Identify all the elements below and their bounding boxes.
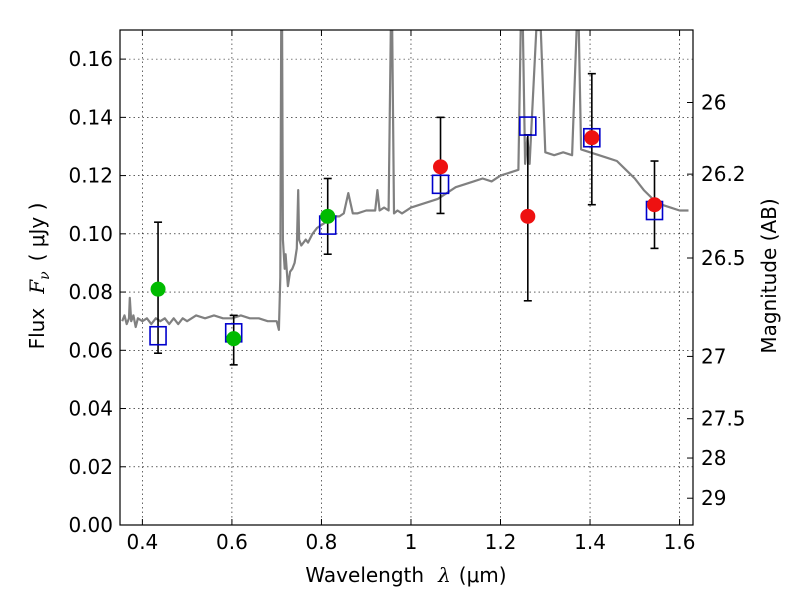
y-tick-label: 0.16 [68,47,113,71]
y-axis-right: 26 26.2 26.5 27 27.5 28 29 [687,91,746,510]
observed-point-green [226,331,242,347]
x-tick-label: 0.4 [126,530,158,554]
model-photometry-square [583,127,601,148]
x-axis-label-unit: (μm) [459,563,507,587]
x-tick-label: 1.2 [485,530,517,554]
y-tick-label: 0.14 [68,105,113,129]
y-axis-left: 0.00 0.02 0.04 0.06 0.08 0.10 0.12 0.14 0.16 [68,47,126,537]
right-tick-label: 26.2 [701,162,746,186]
plot-frame [119,29,694,526]
model-photometry-square [519,116,537,136]
y-axis-label-unit: ( μJy ) [25,203,49,262]
observed-point-red [520,208,536,224]
data-markers [149,116,664,347]
observed-point-green [150,281,166,297]
x-tick-label: 1.6 [664,530,696,554]
right-tick-label: 28 [701,446,726,470]
right-tick-label: 27 [701,344,726,368]
model-photometry-square [431,174,450,195]
right-tick-label: 27.5 [701,407,746,431]
grid [120,30,693,526]
y-tick-label: 0.02 [68,455,113,479]
x-axis-label-symbol: λ [437,563,451,587]
observed-point-red [647,197,663,213]
x-axis-label: Wavelength λ (μm) [305,563,506,587]
spectrum-line [121,30,689,331]
y-tick-label: 0.04 [68,397,113,421]
y-axis-label-symbol: F [25,279,49,295]
y-tick-label: 0.06 [68,338,113,362]
y-axis-label-prefix: Flux [25,308,49,350]
y-tick-label: 0.00 [68,513,113,537]
observed-point-green [320,208,336,224]
right-tick-label: 29 [701,486,726,510]
right-tick-label: 26 [701,91,726,115]
y-tick-label: 0.08 [68,280,113,304]
y-axis-label-left: Flux Fν ( μJy ) [25,203,53,350]
y-tick-label: 0.10 [68,222,113,246]
x-axis-label-prefix: Wavelength [305,563,424,587]
y-axis-label-right: Magnitude (AB) [757,198,781,353]
observed-point-red [584,130,600,146]
observed-point-red [433,159,449,175]
model-photometry-square [149,325,167,346]
y-axis-label-subscript: ν [37,271,53,280]
y-tick-label: 0.12 [68,164,113,188]
right-tick-label: 26.5 [701,246,746,270]
model-spectrum [121,30,689,331]
x-axis: 0.4 0.6 0.8 1 1.2 1.4 1.6 [126,30,695,554]
x-tick-label: 1 [405,530,418,554]
x-tick-label: 0.8 [306,530,338,554]
x-tick-label: 0.6 [216,530,248,554]
x-tick-label: 1.4 [574,530,606,554]
